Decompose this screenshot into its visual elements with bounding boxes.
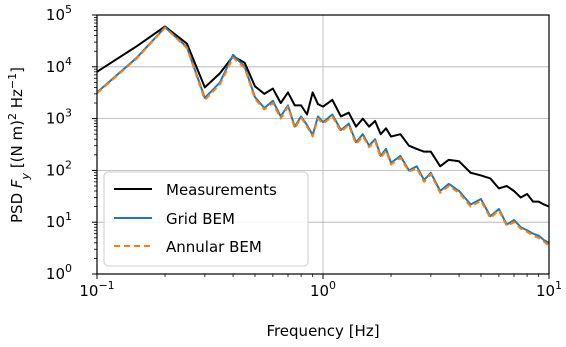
- x-axis-label: Frequency [Hz]: [266, 322, 379, 340]
- legend: Measurements Grid BEM Annular BEM: [103, 171, 309, 267]
- axis-ticks: 10−1 100 101 100 101 102 103 104 105: [46, 3, 562, 300]
- legend-box: [103, 171, 309, 267]
- legend-label-annular-bem: Annular BEM: [166, 238, 262, 256]
- x-tick-label: 10−1: [79, 279, 114, 300]
- y-tick-label: 105: [46, 3, 72, 24]
- series-annular-bem: [97, 26, 549, 247]
- y-tick-label: 104: [46, 55, 72, 76]
- y-tick-label: 102: [46, 158, 72, 179]
- legend-label-grid-bem: Grid BEM: [166, 210, 235, 228]
- y-tick-label: 103: [46, 107, 72, 128]
- y-tick-label: 100: [46, 262, 72, 283]
- y-tick-label: 101: [46, 210, 72, 231]
- x-tick-label: 101: [536, 279, 562, 300]
- x-tick-label: 100: [310, 279, 336, 300]
- y-axis-label: PSD Fy [(N m)2 Hz−1]: [6, 67, 32, 223]
- series-measurements: [97, 25, 549, 208]
- legend-label-measurements: Measurements: [166, 181, 277, 199]
- series-lines: [97, 25, 549, 247]
